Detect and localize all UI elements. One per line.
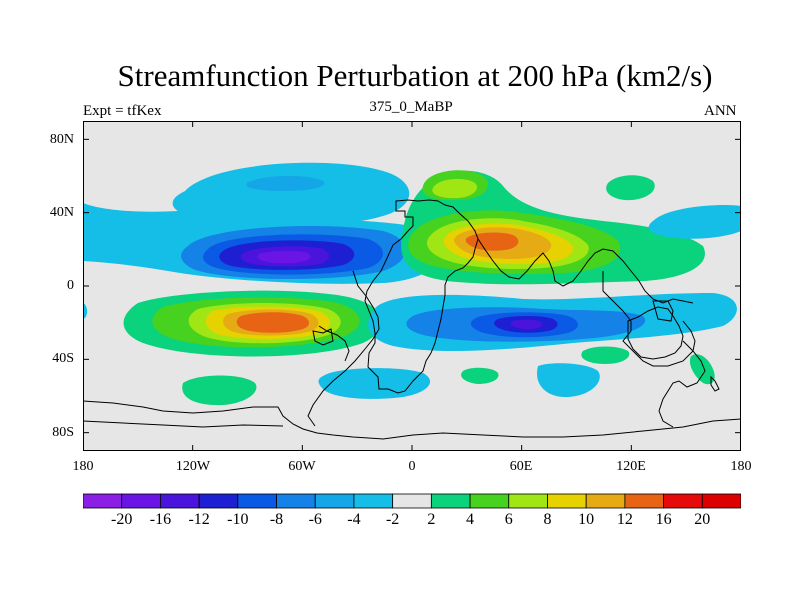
colorbar-label: 6 [504,511,513,528]
colorbar-label: -16 [149,511,172,528]
colorbar-label: 2 [427,511,436,528]
siberia-high [606,175,655,201]
southern-ocean-trough [318,368,431,399]
contour-fill-layer [83,162,741,406]
axis-ticks [83,121,741,451]
coastline-antarctica-2 [83,420,284,428]
map-panel [83,121,741,451]
colorbar-box [121,493,161,509]
north-africa-high-12 [465,232,519,251]
coastline-sea-detail [312,328,334,346]
colorbar-box [237,493,277,509]
south-atlantic-high [461,367,499,384]
coastline-europe-africa [364,199,479,394]
colorbar-label: -6 [308,511,322,528]
colorbar-label: 4 [466,511,475,528]
colorbar-box [508,493,548,509]
colorbar-label: 20 [694,511,711,528]
coastline-australia [627,306,684,360]
coastline-south-america [318,325,350,362]
colorbar-box [663,493,703,509]
season-label: ANN [704,103,737,119]
north-pacific-trough-16 [257,250,311,264]
colorbar-box [585,493,626,509]
y-tick-label: 80N [49,132,74,147]
colorbar-box [430,493,471,509]
y-tick-label: 80S [52,425,74,440]
eurasia-ridge-6 [432,178,478,199]
colorbar-box [83,493,123,509]
south-indian-trough [537,363,600,398]
colorbar-box [160,493,200,509]
colorbar-box [198,493,239,509]
map-title: Streamfunction Perturbation at 200 hPa (… [117,58,713,93]
y-tick-label: 0 [67,278,74,293]
coastline-arabia-india [477,238,694,304]
colorbar-box [314,493,355,509]
east-pacific-edge-trough [83,303,88,319]
x-tick-label: 120W [175,459,211,474]
coastlines [83,199,741,440]
colorbar-box [353,493,394,509]
coastline-southeast-asia [602,271,696,367]
colorbar-box [701,493,741,509]
coastline-pacific-islands [652,300,674,322]
colorbar-box [469,493,510,509]
colorbar-box [547,493,587,509]
colorbar-label: -2 [385,511,400,528]
y-tick-label: 40N [49,205,74,220]
colorbar-label: 16 [655,511,672,528]
south-pacific-small-high [182,375,257,406]
x-tick-label: 0 [408,459,416,474]
colorbar-box [392,493,432,509]
colorbar-box [276,493,316,509]
x-tick-label: 180 [72,459,94,474]
colorbar-label: -12 [188,511,210,528]
coastline-new-zealand [710,375,720,392]
experiment-label: Expt = tfKex [83,103,162,119]
colorbar-label: -20 [111,511,133,528]
coastline-americas [307,270,380,427]
colorbar [83,493,741,509]
colorbar-label: -4 [347,511,361,528]
coastline-antarctica [83,400,741,440]
colorbar-label: 10 [578,511,595,528]
coastline-right-edge [658,340,706,428]
colorbar-label: -10 [227,511,249,528]
north-pacific-west-trough [648,204,741,239]
contour-map [83,121,741,451]
south-pacific-high-12 [236,312,309,333]
x-tick-label: 60W [288,459,316,474]
north-pacific-ridge-weak-core [246,175,324,191]
x-tick-label: 180 [730,459,752,474]
colorbar-boxes [83,493,741,509]
case-label: 375_0_MaBP [369,99,453,115]
indian-ocean-trough-12 [510,319,543,330]
colorbar-label: -8 [269,511,284,528]
x-tick-label: 60E [509,459,533,474]
x-tick-label: 120E [616,459,646,474]
colorbar-box [624,493,664,509]
y-tick-label: 40S [52,351,74,366]
australia-high [581,346,630,364]
colorbar-label: 12 [616,511,633,528]
tasman-high [689,354,715,385]
colorbar-label: 8 [543,511,552,528]
